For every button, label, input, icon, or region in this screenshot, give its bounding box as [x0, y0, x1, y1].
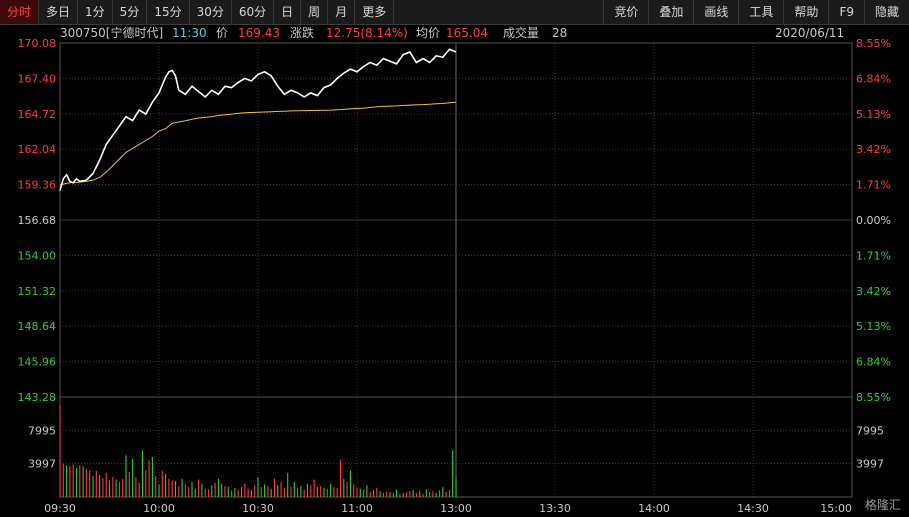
percent-tick-label: 1.71% [856, 179, 891, 192]
time-tick-label: 14:30 [737, 502, 769, 515]
percent-tick-label: 8.55% [856, 391, 891, 404]
average-price-line [59, 101, 457, 186]
period-tab-5[interactable]: 30分 [190, 0, 232, 24]
time-tick-label: 10:00 [143, 502, 175, 515]
price-tick-label: 145.96 [18, 356, 57, 369]
right-tools: 竞价 叠加 画线 工具 帮助 F9 隐藏 [603, 0, 909, 24]
price-line [59, 48, 457, 191]
time-tick-label: 13:30 [539, 502, 571, 515]
period-toolbar: 分时 多日 1分 5分 15分 30分 60分日周月更多 竞价 叠加 画线 工具 帮助 F9 隐藏 [0, 0, 909, 25]
volume-tick-label-right: 7995 [856, 424, 884, 437]
time-tick-label: 14:00 [638, 502, 670, 515]
price-tick-label: 151.32 [18, 285, 57, 298]
price-label: 价 [216, 26, 229, 40]
quote-date: 2020/06/11 [775, 26, 845, 40]
percent-tick-label: 6.84% [856, 356, 891, 369]
avg-value: 165.04 [446, 26, 488, 40]
time-tick-label: 13:00 [440, 502, 472, 515]
price-tick-label: 143.28 [18, 391, 57, 404]
tool-button-2[interactable]: 画线 [693, 0, 738, 24]
tool-button-5[interactable]: F9 [828, 0, 864, 24]
period-tab-3[interactable]: 5分 [113, 0, 148, 24]
price-tick-label: 159.36 [18, 179, 57, 192]
percent-tick-label: 3.42% [856, 285, 891, 298]
volume-tick-label-right: 3997 [856, 458, 884, 471]
price-tick-label: 167.40 [18, 72, 57, 85]
percent-tick-label: 8.55% [856, 37, 891, 50]
percent-tick-label: 1.71% [856, 249, 891, 262]
volume-label: 成交量 [503, 26, 540, 40]
period-tab-10[interactable]: 更多 [355, 0, 395, 24]
percent-tick-label: 6.84% [856, 72, 891, 85]
period-tab-1[interactable]: 多日 [39, 0, 79, 24]
percent-tick-label: 0.00% [856, 214, 891, 227]
change-label: 涨跌 [290, 26, 315, 40]
price-tick-label: 162.04 [18, 143, 57, 156]
price-tick-label: 156.68 [18, 214, 57, 227]
percent-tick-label: 3.42% [856, 143, 891, 156]
price-tick-label: 154.00 [18, 249, 57, 262]
tool-button-3[interactable]: 工具 [738, 0, 783, 24]
period-tab-4[interactable]: 15分 [147, 0, 190, 24]
time-tick-label: 10:30 [242, 502, 274, 515]
quote-time: 11:30 [172, 26, 207, 40]
volume-value: 28 [552, 26, 568, 40]
time-tick-label: 11:00 [341, 502, 373, 515]
quote-info-bar: 300750[宁德时代] 11:30 价 169.43 涨跌 12.75(8.1… [0, 25, 909, 41]
period-tab-9[interactable]: 月 [328, 0, 356, 24]
tool-button-4[interactable]: 帮助 [783, 0, 828, 24]
percent-tick-label: 5.13% [856, 108, 891, 121]
volume-tick-label: 3997 [28, 458, 56, 471]
stock-code: 300750[宁德时代] [60, 26, 164, 40]
tool-button-1[interactable]: 叠加 [648, 0, 693, 24]
period-tab-8[interactable]: 周 [301, 0, 329, 24]
time-tick-label: 15:00 [820, 502, 852, 515]
price-tick-label: 170.08 [18, 37, 57, 50]
period-tab-6[interactable]: 60分 [232, 0, 275, 24]
period-tab-7[interactable]: 日 [274, 0, 302, 24]
change-value: 12.75(8.14%) [326, 26, 408, 40]
price-tick-label: 148.64 [18, 320, 57, 333]
period-tab-0[interactable]: 分时 [0, 0, 40, 24]
brand-logo: 格隆汇 [864, 498, 901, 512]
avg-label: 均价 [416, 26, 441, 40]
price-value: 169.43 [238, 26, 280, 40]
volume-tick-label: 7995 [28, 424, 56, 437]
period-tab-2[interactable]: 1分 [78, 0, 113, 24]
tool-button-6[interactable]: 隐藏 [863, 0, 909, 24]
percent-tick-label: 5.13% [856, 320, 891, 333]
tool-button-0[interactable]: 竞价 [603, 0, 648, 24]
price-tick-label: 164.72 [18, 108, 57, 121]
time-tick-label: 09:30 [44, 502, 76, 515]
